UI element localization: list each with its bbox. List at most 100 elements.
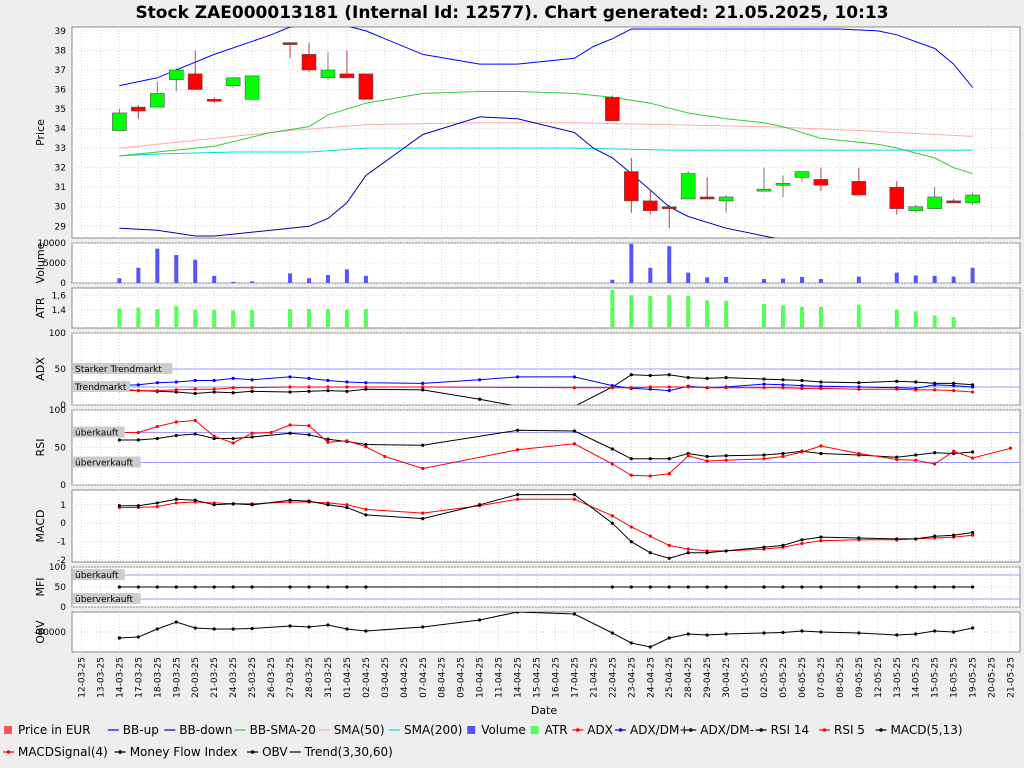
candle-body [225, 77, 241, 86]
mfi-line-point [250, 585, 254, 589]
obv-line-point [212, 627, 216, 631]
legend-item: SMA(50) [318, 723, 385, 737]
x-tick-label: 14-03-25 [115, 657, 125, 698]
x-axis-label: Date [531, 704, 558, 717]
candle-body [851, 181, 867, 196]
rsi5-line-point [326, 440, 330, 444]
x-tick-label: 14-05-25 [912, 657, 922, 698]
rsi5-line-point [421, 466, 425, 471]
volume-bar [799, 277, 804, 283]
obv-line [119, 612, 973, 648]
volume-bar [951, 276, 956, 283]
series-obv [117, 612, 975, 649]
candle-body [339, 73, 355, 79]
candle-body [112, 112, 127, 131]
macd-signal-line-point [667, 543, 671, 547]
dm-minus-line-point [686, 376, 690, 380]
mfi-line-point [819, 585, 823, 589]
candle-body [168, 69, 184, 81]
volume-bar [155, 248, 160, 283]
rsi5-line-point [193, 418, 197, 423]
y-tick-label-price: 35 [55, 105, 66, 115]
y-tick-label-mfi: 100 [49, 563, 66, 573]
mfi-line-point [136, 585, 140, 589]
threshold-label: Trendmarkt [74, 383, 127, 393]
rsi14-line-point [914, 453, 918, 457]
dm-minus-line-point [516, 404, 519, 405]
macd-line-point [895, 537, 899, 541]
x-tick-label: 03-04-25 [381, 657, 391, 698]
adx-line-point [307, 385, 311, 389]
adx-line-point [686, 385, 690, 389]
legend-item: BB-down [164, 723, 232, 737]
rsi14-line-point [895, 455, 899, 459]
atr-bar [117, 308, 122, 328]
rsi14-line-point [933, 451, 937, 455]
atr-bar [307, 309, 311, 328]
y-axis-label-rsi: RSI [34, 439, 47, 457]
atr-bar [913, 311, 918, 328]
y-tick-label-rsi: 0 [60, 481, 66, 491]
macd-signal-line-point [345, 503, 349, 507]
macd-line-point [155, 501, 159, 505]
atr-bar [363, 309, 368, 328]
rsi5-line-point [667, 472, 671, 476]
volume-bar [174, 255, 179, 283]
macd-line-point [857, 536, 861, 540]
atr-bar [629, 295, 634, 328]
mfi-line-point [117, 585, 121, 589]
adx-line-point [572, 386, 577, 390]
macd-line-point [421, 517, 425, 521]
volume-bar [136, 267, 141, 283]
mfi-line-point [667, 585, 671, 589]
mfi-line-point [307, 585, 311, 589]
dm-minus-line [119, 374, 973, 405]
dm-plus-line-point [364, 381, 368, 385]
x-tick-label: 16-04-25 [551, 657, 561, 698]
legend-label: BB-up [123, 723, 159, 737]
dm-plus-line-point [515, 375, 520, 379]
x-tick-label: 13-03-25 [96, 657, 106, 698]
mfi-line-point [933, 585, 937, 589]
dm-minus-line-point [724, 376, 728, 380]
macd-signal-line-point [971, 533, 975, 537]
x-tick-label: 11-04-25 [495, 657, 505, 698]
adx-line-point [610, 386, 614, 390]
rsi5-line-point [515, 448, 520, 452]
y-tick-label-obv: -80000 [34, 628, 66, 638]
atr-bar [667, 295, 672, 328]
candle-body [794, 171, 810, 178]
rsi14-line-point [136, 438, 140, 442]
legend-label: MACD(5,13) [891, 723, 963, 737]
volume-bar [231, 281, 236, 283]
atr-bar [288, 309, 293, 328]
obv-line-point [705, 633, 709, 637]
macd-signal-line-point [572, 497, 577, 501]
threshold-label-bg [73, 456, 141, 468]
candle-body [358, 73, 374, 100]
legend-item: OBV [247, 745, 288, 759]
atr-bar [894, 309, 899, 328]
legend-swatch-dot [250, 750, 255, 754]
rsi5-line-point [1008, 446, 1013, 450]
candle-body [775, 182, 791, 186]
y-tick-label-price: 31 [55, 183, 66, 193]
y-axis-label-atr: ATR [34, 297, 47, 318]
mfi-line-point [326, 585, 330, 589]
dm-minus-line-point [421, 388, 425, 392]
threshold-label-bg [73, 363, 173, 374]
obv-line-point [895, 633, 899, 637]
candle-body [718, 196, 734, 202]
obv-line-point [857, 631, 861, 635]
macd-line-point [800, 538, 804, 542]
obv-line-point [667, 636, 671, 640]
rsi14-line-point [193, 432, 197, 436]
macd-line-point [762, 545, 766, 549]
legend-label: RSI 5 [834, 723, 865, 737]
y-tick-label-macd: -1 [57, 538, 66, 548]
y-tick-label-macd: 0 [60, 519, 66, 529]
rsi14-line-point [781, 451, 785, 456]
candle-body [946, 200, 961, 204]
dm-minus-line-point [307, 389, 311, 393]
